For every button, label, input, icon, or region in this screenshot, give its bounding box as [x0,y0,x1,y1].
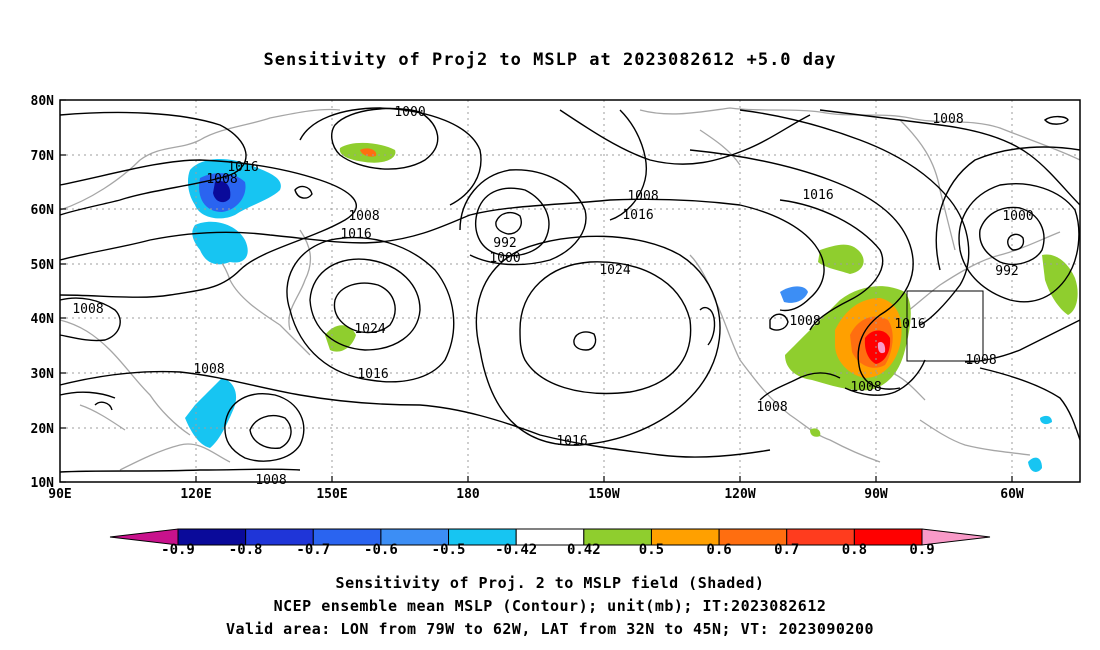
contour-label: 1008 [850,380,881,395]
axis-ticks [60,99,1013,483]
colorbar-tick-label: -0.7 [296,542,331,558]
colorbar-arrow-high [921,528,991,546]
colorbar-tick-label: -0.9 [161,542,195,558]
valid-area-box [906,290,984,362]
caption-valid-area: Valid area: LON from 79W to 62W, LAT fro… [225,620,875,638]
contour-label: 1000 [394,105,425,120]
colorbar-tick-label: 0.9 [909,542,935,558]
contour-label: 1016 [802,188,833,203]
contour-label: 1016 [340,227,371,242]
contour-label: 1008 [206,172,237,187]
caption-shading: Sensitivity of Proj. 2 to MSLP field (Sh… [335,574,765,592]
contour-label: 1008 [789,314,820,329]
lat-label: 70N [31,149,55,164]
contour-label: 1008 [348,209,379,224]
lon-label: 60W [1000,487,1024,502]
colorbar-tick-label: -0.42 [495,542,538,558]
contour-label: 1008 [965,353,996,368]
contour-label: 1008 [255,473,286,488]
lat-label: 10N [31,476,55,491]
contour-label: 1008 [72,302,103,317]
contour-label: 1008 [756,400,787,415]
lat-label: 40N [31,312,55,327]
lon-label: 90E [48,487,71,502]
colorbar [109,528,991,546]
lon-label: 120W [724,487,755,502]
mslp-contours [59,107,1081,473]
contour-label: 1024 [354,322,385,337]
contour-label: 1016 [227,160,258,175]
colorbar-tick-label: -0.6 [364,542,398,558]
lon-labels: 90E 120E 150E 180 150W 120W 90W 60W [48,487,1024,502]
lat-label: 60N [31,203,55,218]
colorbar-tick-label: -0.5 [431,542,466,558]
colorbar-tick-label: 0.8 [841,542,868,558]
contour-label: 1016 [894,317,925,332]
lat-label: 80N [31,94,55,109]
plot-title: Sensitivity of Proj2 to MSLP at 20230826… [263,50,837,70]
colorbar-tick-label: 0.7 [774,542,800,558]
lat-label: 50N [31,258,55,273]
contour-label: 1008 [627,189,658,204]
contour-label: 992 [995,264,1018,279]
contour-label: 1008 [193,362,224,377]
colorbar-tick-label: 0.42 [566,542,601,558]
contour-label: 992 [493,236,516,251]
lon-label: 90W [864,487,888,502]
colorbar-tick-label: 0.5 [638,542,665,558]
contour-label: 1024 [599,263,630,278]
lat-labels: 80N 70N 60N 50N 40N 30N 20N 10N [31,94,55,491]
contour-label-group: 1000 1016 1008 1008 992 1000 1008 1016 1… [72,105,1033,488]
contour-label: 1000 [1002,209,1033,224]
lat-label: 30N [31,367,55,382]
lon-label: 150W [588,487,619,502]
lon-label: 120E [180,487,211,502]
colorbar-tick-label: -0.8 [228,542,263,558]
contour-label: 1016 [357,367,388,382]
contour-label: 1016 [622,208,653,223]
lon-label: 150E [316,487,347,502]
caption-contour: NCEP ensemble mean MSLP (Contour); unit(… [273,597,827,615]
lon-label: 180 [456,487,480,502]
map-grid [60,100,1080,482]
contour-label: 1016 [556,434,587,449]
lat-label: 20N [31,422,55,437]
colorbar-tick-label: 0.6 [706,542,732,558]
contour-label: 1008 [932,112,963,127]
map-frame [59,99,1081,483]
contour-label: 1000 [489,251,520,266]
